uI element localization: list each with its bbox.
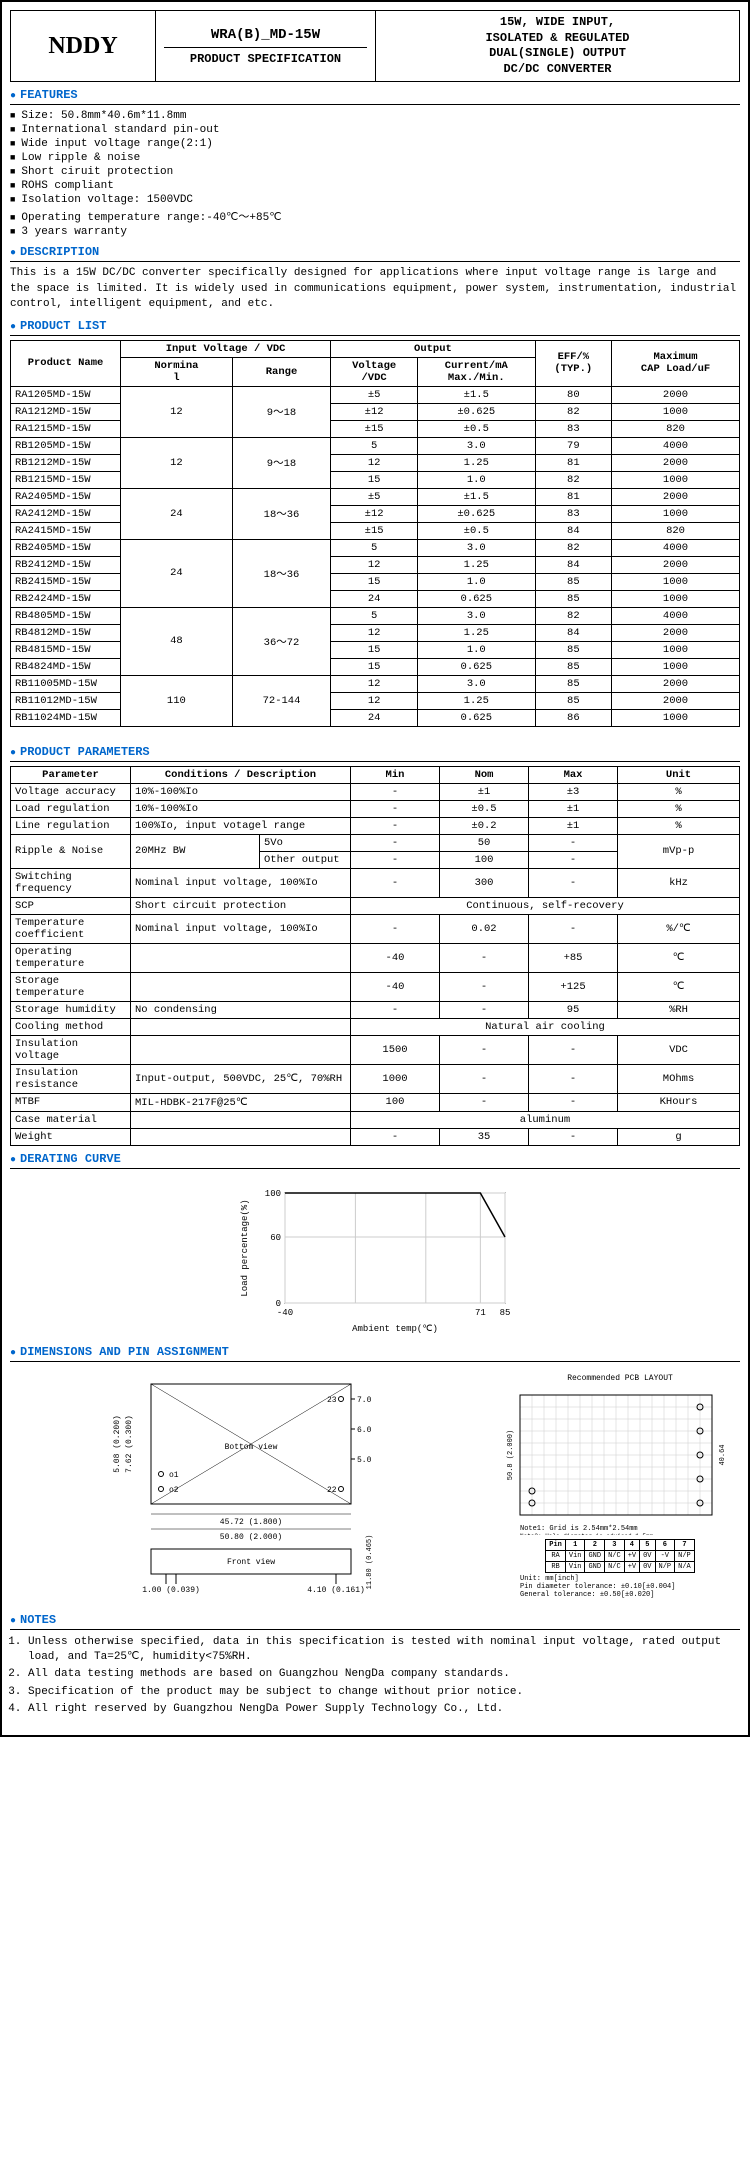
table-row: RA2405MD-15W2418～36±5±1.5812000 [11, 488, 740, 505]
table-row: MTBFMIL-HDBK-217F@25℃100--KHours [11, 1093, 740, 1111]
table-row: Storagetemperature-40-+125℃ [11, 972, 740, 1001]
svg-text:6.0: 6.0 [357, 1426, 372, 1435]
table-row: RB2415MD-15W151.0851000 [11, 573, 740, 590]
product-list-heading: PRODUCT LIST [10, 319, 740, 336]
table-row: Line regulation100%Io, input votagel ran… [11, 817, 740, 834]
table-row: SwitchingfrequencyNominal input voltage,… [11, 868, 740, 897]
table-row: RB1212MD-15W121.25812000 [11, 454, 740, 471]
header-description: 15W, WIDE INPUT,ISOLATED & REGULATEDDUAL… [376, 11, 739, 81]
svg-text:4.10 (0.161): 4.10 (0.161) [307, 1586, 365, 1594]
feature-item: International standard pin-out [10, 123, 740, 137]
table-row: SCPShort circuit protectionContinuous, s… [11, 897, 740, 914]
product-params-heading: PRODUCT PARAMETERS [10, 745, 740, 762]
svg-text:Bottom view: Bottom view [225, 1443, 278, 1452]
svg-text:5.0: 5.0 [357, 1456, 372, 1465]
svg-text:Note2: Hole diameter is advise: Note2: Hole diameter is advised 1.5mm [520, 1533, 654, 1535]
table-row: Ripple & Noise 20MHz BW 5Vo Other output… [11, 834, 740, 851]
table-row: Load regulation10%-100%Io-±0.5±1% [11, 800, 740, 817]
svg-text:40.64: 40.64 [719, 1444, 727, 1465]
svg-text:7.0: 7.0 [357, 1396, 372, 1405]
brand: NDDY [11, 11, 156, 81]
description-heading: DESCRIPTION [10, 245, 740, 262]
table-row: Storage humidityNo condensing--95%RH [11, 1001, 740, 1018]
svg-text:7.62 (0.300): 7.62 (0.300) [125, 1415, 134, 1473]
table-row: RB11005MD-15W11072-144123.0852000 [11, 675, 740, 692]
description-text: This is a 15W DC/DC converter specifical… [10, 266, 740, 312]
dimensions-drawings: Bottom view o1 o2 23 22 7.0 6.0 5.0 45.72 … [10, 1366, 740, 1607]
notes-list: Unless otherwise specified, data in this… [10, 1634, 740, 1719]
svg-text:100: 100 [265, 1189, 281, 1199]
table-row: RA1215MD-15W±15±0.583820 [11, 420, 740, 437]
table-row: RB2424MD-15W240.625851000 [11, 590, 740, 607]
table-row: RB4812MD-15W121.25842000 [11, 624, 740, 641]
note-item: Unless otherwise specified, data in this… [28, 1634, 740, 1667]
page: NDDY WRA(B)_MD-15W PRODUCT SPECIFICATION… [0, 0, 750, 1737]
table-row: RB2412MD-15W121.25842000 [11, 556, 740, 573]
feature-item: Short ciruit protection [10, 165, 740, 179]
table-row: Cooling methodNatural air cooling [11, 1018, 740, 1035]
header: NDDY WRA(B)_MD-15W PRODUCT SPECIFICATION… [10, 10, 740, 82]
features-heading: FEATURES [10, 88, 740, 105]
table-row: RB2405MD-15W2418～3653.0824000 [11, 539, 740, 556]
notes-heading: NOTES [10, 1613, 740, 1630]
table-row: RB11012MD-15W121.25852000 [11, 692, 740, 709]
pin-table: Pin1234567RAVinGNDN/C+V0V-VN/PRBVinGNDN/… [545, 1539, 694, 1573]
product-list-table: Product Name Input Voltage / VDC Output … [10, 340, 740, 727]
table-row: RB4805MD-15W4836～7253.0824000 [11, 607, 740, 624]
svg-text:11.80 (0.465): 11.80 (0.465) [366, 1534, 374, 1589]
svg-text:45.72 (1.800): 45.72 (1.800) [220, 1518, 282, 1527]
table-row: Voltage accuracy10%-100%Io-±1±3% [11, 783, 740, 800]
svg-text:85: 85 [500, 1308, 511, 1318]
svg-text:23: 23 [327, 1396, 337, 1405]
note-item: Specification of the product may be subj… [28, 1684, 740, 1701]
table-row: Weight-35-g [11, 1128, 740, 1145]
table-row: RA2415MD-15W±15±0.584820 [11, 522, 740, 539]
feature-item: Operating temperature range:-40℃～+85℃ [10, 207, 740, 225]
table-row: RB1205MD-15W129～1853.0794000 [11, 437, 740, 454]
svg-text:Ambient temp(℃): Ambient temp(℃) [352, 1324, 438, 1333]
feature-item: Size: 50.8mm*40.6m*11.8mm [10, 109, 740, 123]
feature-item: 3 years warranty [10, 225, 740, 239]
svg-text:22: 22 [327, 1486, 337, 1495]
svg-text:5.08 (0.200): 5.08 (0.200) [113, 1415, 122, 1473]
table-row: RB11024MD-15W240.625861000 [11, 709, 740, 726]
svg-text:Front view: Front view [227, 1558, 275, 1567]
model-column: WRA(B)_MD-15W PRODUCT SPECIFICATION [156, 11, 376, 81]
svg-text:50.8 (2.000): 50.8 (2.000) [507, 1429, 515, 1479]
table-row: RB4824MD-15W150.625851000 [11, 658, 740, 675]
feature-item: Low ripple & noise [10, 151, 740, 165]
table-row: InsulationresistanceInput-output, 500VDC… [11, 1064, 740, 1093]
spec-title: PRODUCT SPECIFICATION [190, 52, 341, 66]
product-params-table: ParameterConditions / DescriptionMinNomM… [10, 766, 740, 1146]
svg-text:1.00 (0.039): 1.00 (0.039) [142, 1586, 200, 1594]
feature-item: ROHS compliant [10, 179, 740, 193]
svg-text:50.80 (2.000): 50.80 (2.000) [220, 1533, 282, 1542]
dimensions-heading: DIMENSIONS AND PIN ASSIGNMENT [10, 1345, 740, 1362]
derating-heading: DERATING CURVE [10, 1152, 740, 1169]
note-item: All right reserved by Guangzhou NengDa P… [28, 1701, 740, 1718]
feature-item: Isolation voltage: 1500VDC [10, 193, 740, 207]
svg-text:-40: -40 [277, 1308, 293, 1318]
table-row: RA1205MD-15W129～18±5±1.5802000 [11, 386, 740, 403]
table-row: RB1215MD-15W151.0821000 [11, 471, 740, 488]
svg-text:o1: o1 [169, 1471, 179, 1480]
svg-text:Load percentage(%): Load percentage(%) [240, 1199, 250, 1296]
table-row: RA1212MD-15W±12±0.625821000 [11, 403, 740, 420]
derating-chart: 060100-407185 Ambient temp(℃) Load perce… [10, 1173, 740, 1339]
table-row: RA2412MD-15W±12±0.625831000 [11, 505, 740, 522]
table-row: Operatingtemperature-40-+85℃ [11, 943, 740, 972]
svg-text:71: 71 [475, 1308, 486, 1318]
model-number: WRA(B)_MD-15W [164, 27, 367, 48]
table-row: RB4815MD-15W151.0851000 [11, 641, 740, 658]
svg-text:60: 60 [270, 1233, 281, 1243]
table-row: TemperaturecoefficientNominal input volt… [11, 914, 740, 943]
features-list: Size: 50.8mm*40.6m*11.8mmInternational s… [10, 109, 740, 239]
table-row: Insulation voltage1500--VDC [11, 1035, 740, 1064]
table-row: Case materialaluminum [11, 1111, 740, 1128]
note-item: All data testing methods are based on Gu… [28, 1666, 740, 1683]
feature-item: Wide input voltage range(2:1) [10, 137, 740, 151]
svg-text:o2: o2 [169, 1486, 179, 1495]
svg-text:Note1: Grid is 2.54mm*2.54mm: Note1: Grid is 2.54mm*2.54mm [520, 1525, 638, 1533]
